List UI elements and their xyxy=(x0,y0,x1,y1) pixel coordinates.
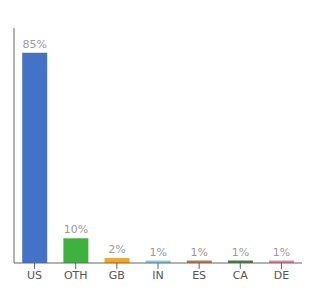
svg-text:OTH: OTH xyxy=(64,269,88,282)
svg-text:US: US xyxy=(27,269,42,282)
svg-text:IN: IN xyxy=(152,269,163,282)
svg-text:10%: 10% xyxy=(64,223,88,236)
svg-text:CA: CA xyxy=(233,269,249,282)
svg-text:1%: 1% xyxy=(232,246,249,259)
svg-text:ES: ES xyxy=(192,269,206,282)
svg-text:GB: GB xyxy=(109,269,125,282)
svg-text:1%: 1% xyxy=(149,246,166,259)
svg-text:2%: 2% xyxy=(108,243,125,256)
svg-text:DE: DE xyxy=(274,269,289,282)
svg-text:1%: 1% xyxy=(273,246,290,259)
svg-text:85%: 85% xyxy=(23,38,47,51)
svg-text:1%: 1% xyxy=(191,246,208,259)
